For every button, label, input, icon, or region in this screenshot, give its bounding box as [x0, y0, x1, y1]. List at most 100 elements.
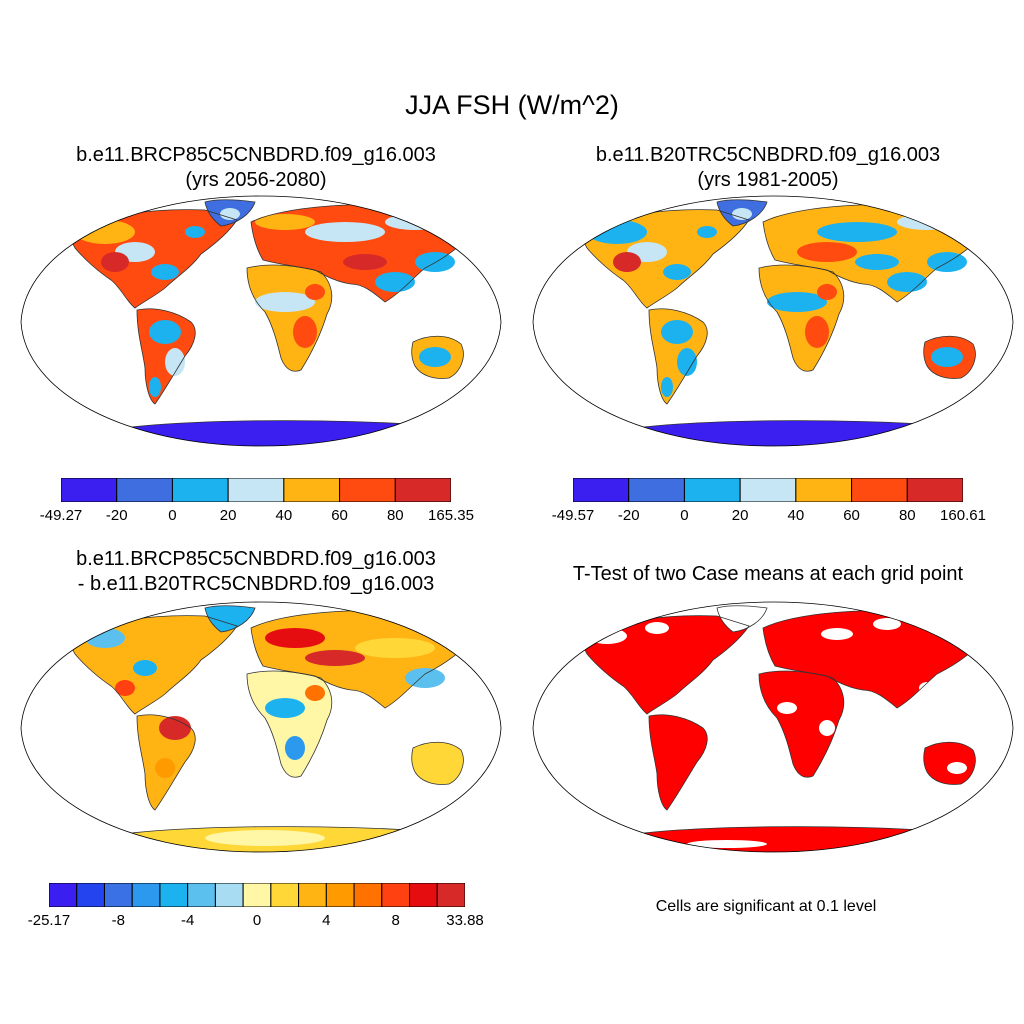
colorbar-swatch: [131, 883, 161, 907]
colorbar-tick-label: 160.61: [940, 507, 986, 524]
field-patch: [305, 222, 385, 242]
field-patch: [255, 292, 315, 312]
colorbar-swatch: [61, 478, 118, 502]
field-patch: [421, 748, 449, 768]
field-patch: [645, 622, 669, 634]
field-patch: [285, 736, 305, 760]
field-patch: [165, 348, 185, 376]
colorbar-swatch: [116, 478, 173, 502]
field-patch: [343, 254, 387, 270]
panel-3-title-line1: b.e11.BRCP85C5CNBDRD.f09_g16.003: [76, 548, 436, 570]
panel-4-title: T-Test of two Case means at each grid po…: [526, 562, 1010, 587]
map-boundary: [20, 195, 502, 447]
colorbar-difference: [49, 883, 465, 907]
coastline: [648, 714, 708, 811]
coastline: [136, 308, 196, 405]
figure-title: JJA FSH (W/m^2): [405, 90, 619, 120]
coastline: [246, 670, 333, 778]
panel-1-title-line2: (yrs 2056-2080): [185, 169, 327, 191]
field-patch: [855, 254, 899, 270]
field-patch: [817, 222, 897, 242]
colorbar-tick-label: 60: [331, 507, 348, 524]
colorbar-swatch: [325, 883, 355, 907]
colorbar-swatch: [76, 883, 105, 907]
colorbar-tick-label: 0: [680, 507, 689, 524]
field-patch: [797, 242, 857, 262]
colorbar-rcp85: [61, 478, 451, 502]
north-america: [579, 209, 749, 308]
colorbar-swatch: [628, 478, 685, 502]
field-patch: [687, 840, 767, 848]
field-patch: [151, 264, 179, 280]
coastline: [136, 714, 196, 811]
field-patch: [285, 242, 345, 262]
africa: [759, 671, 844, 778]
coastline: [411, 335, 464, 379]
field-patch: [767, 214, 827, 230]
field-patch: [805, 316, 829, 348]
panel-2-title: b.e11.B20TRC5CNBDRD.f09_g16.003 (yrs 198…: [526, 143, 1010, 193]
colorbar-tick-label: 33.88: [446, 912, 484, 929]
coastline: [578, 209, 750, 309]
field-patch: [767, 292, 827, 312]
map-panel-difference: [20, 601, 502, 853]
colorbar-swatch: [906, 478, 963, 502]
antarctica: [611, 826, 951, 852]
field-patch: [149, 377, 161, 397]
field-patch: [887, 272, 927, 292]
coastline: [923, 741, 976, 785]
colorbar-swatch: [270, 883, 300, 907]
field-patch: [355, 638, 435, 658]
antarctica: [99, 420, 439, 446]
field-patch: [947, 762, 967, 774]
field-patch: [220, 208, 240, 220]
colorbar-tick-label: 20: [731, 507, 749, 524]
panel-3-title-line2: - b.e11.B20TRC5CNBDRD.f09_g16.003: [77, 573, 435, 595]
colorbar-tick-label: 80: [898, 507, 916, 524]
panel-3-title: b.e11.BRCP85C5CNBDRD.f09_g16.003 - b.e11…: [14, 547, 498, 597]
coastline: [758, 264, 845, 372]
colorbar-swatch: [739, 478, 797, 502]
map-panel-ttest: [532, 601, 1014, 853]
coastline: [66, 615, 238, 715]
field-patch: [205, 830, 325, 846]
field-patch: [375, 272, 415, 292]
colorbar-tick-label: 0: [252, 912, 262, 929]
field-patch: [821, 628, 853, 640]
field-patch: [817, 284, 837, 300]
colorbar-tick-label: 4: [322, 912, 331, 929]
colorbar-swatch: [159, 883, 189, 907]
panel-4-title-line1: T-Test of two Case means at each grid po…: [572, 563, 964, 585]
colorbar-difference-labels: -25.17 -8 -4 0 4 8 33.88: [28, 912, 484, 932]
coastline: [66, 209, 238, 309]
colorbar-swatch: [298, 883, 327, 907]
colorbar-rcp85-labels: -49.27 -20 0 20 40 60 80 165.35: [40, 507, 474, 527]
colorbar-tick-label: -49.57: [551, 507, 595, 524]
coastline: [923, 335, 976, 379]
coastline: [411, 741, 464, 785]
colorbar-swatch: [353, 883, 383, 907]
colorbar-swatch: [851, 478, 908, 502]
field-patch: [185, 226, 205, 238]
colorbar-swatch: [573, 478, 630, 502]
field-patch: [697, 226, 717, 238]
colorbar-swatch: [381, 883, 411, 907]
colorbar-tick-label: 0: [168, 507, 177, 524]
field-patch: [931, 347, 963, 367]
panel-2-title-line2: (yrs 1981-2005): [697, 169, 839, 191]
field-patch: [75, 220, 135, 244]
north-america: [67, 209, 237, 308]
field-patch: [85, 628, 125, 648]
colorbar-historical-labels: -49.57 -20 0 20 40 60 80 160.61: [552, 507, 986, 527]
colorbar-tick-label: 165.35: [428, 507, 474, 524]
field-patch: [305, 685, 325, 701]
colorbar-swatch: [795, 478, 853, 502]
field-patch: [587, 220, 647, 244]
field-patch: [613, 252, 641, 272]
field-patch: [155, 758, 175, 778]
colorbar-tick-label: -8: [111, 912, 125, 929]
field-patch: [419, 347, 451, 367]
coastline: [716, 199, 768, 227]
field-patch: [677, 348, 697, 376]
field-patch: [873, 618, 901, 630]
